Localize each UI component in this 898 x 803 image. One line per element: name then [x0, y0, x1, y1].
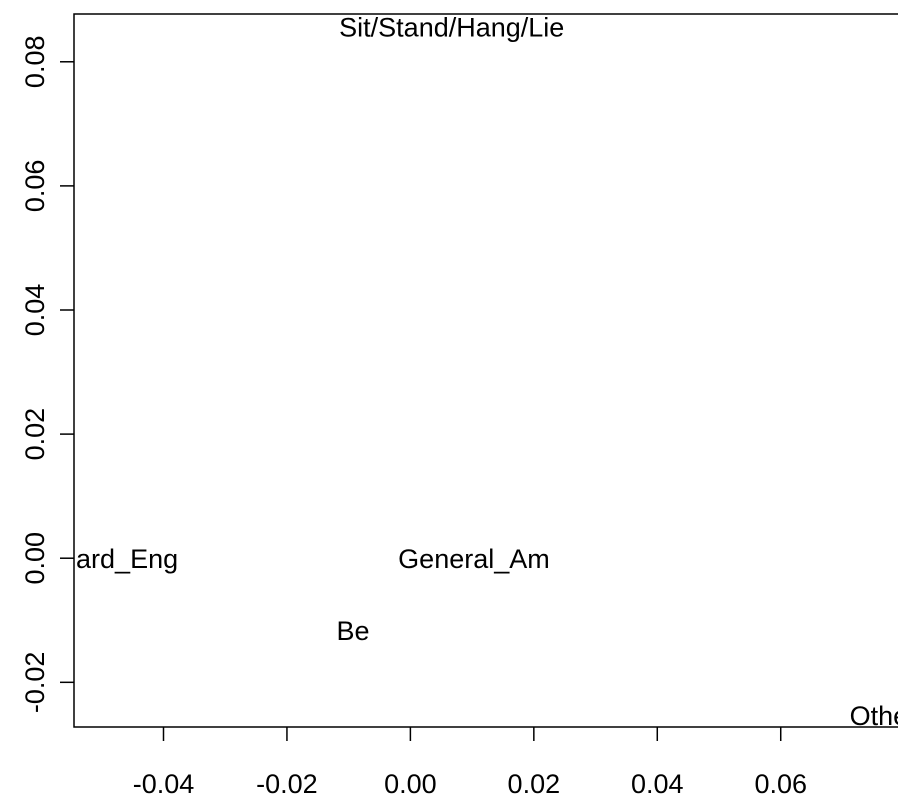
x-tick-label: 0.00	[384, 769, 437, 799]
axes: -0.04 -0.02 0.00 0.02 0.04 0.06 -0.02 0.00 0.02 0…	[20, 13, 898, 799]
point-labels: Sit/Stand/Hang/Lie ard_Eng General_Am Be Oth…	[76, 12, 898, 731]
y-tick-label: 0.06	[20, 160, 50, 213]
point-label: Sit/Stand/Hang/Lie	[339, 12, 564, 42]
y-tick-label: -0.02	[20, 652, 50, 714]
point-label: Be	[336, 616, 369, 646]
y-tick-label: 0.04	[20, 284, 50, 337]
y-tick-label: 0.02	[20, 408, 50, 461]
point-label: Othe	[850, 701, 898, 731]
plot-frame	[73, 13, 898, 728]
y-tick-label: 0.08	[20, 36, 50, 89]
x-tick-label: 0.06	[754, 769, 807, 799]
point-label: ard_Eng	[76, 544, 178, 574]
x-tick-label: -0.02	[256, 769, 318, 799]
x-tick-label: -0.04	[133, 769, 195, 799]
y-tick-label: 0.00	[20, 532, 50, 585]
x-tick-label: 0.04	[631, 769, 684, 799]
point-label: General_Am	[398, 544, 550, 574]
x-tick-label: 0.02	[508, 769, 561, 799]
